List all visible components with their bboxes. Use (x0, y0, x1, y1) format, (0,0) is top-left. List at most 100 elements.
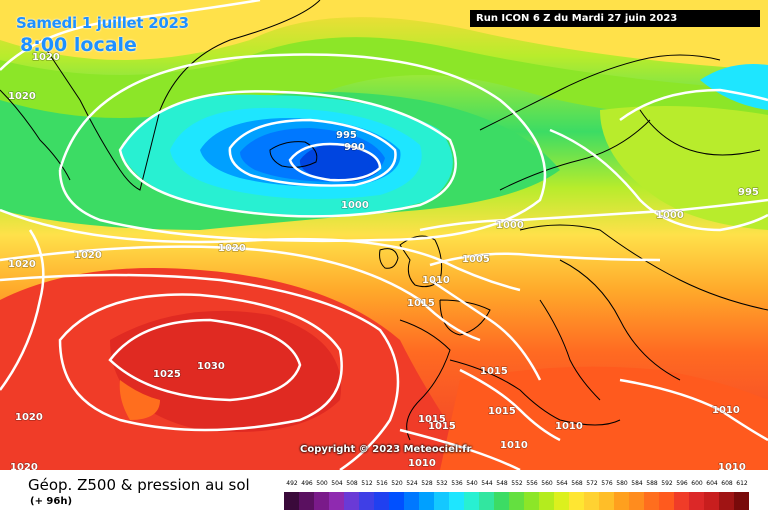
isobars (0, 0, 768, 470)
scale-label: 560 (541, 480, 553, 487)
color-swatch (449, 492, 464, 510)
scale-label: 572 (586, 480, 598, 487)
scale-label: 604 (706, 480, 718, 487)
isobar-value-label: 1015 (407, 298, 435, 309)
isobar-1010-east (619, 378, 768, 442)
isobar-value-label: 1010 (408, 458, 436, 469)
color-swatch (374, 492, 389, 510)
color-swatch (524, 492, 539, 510)
scale-label: 584 (631, 480, 643, 487)
scale-label: 532 (436, 480, 448, 487)
scale-label: 540 (466, 480, 478, 487)
color-scale-bar (284, 492, 749, 510)
color-swatch (299, 492, 314, 510)
isobar-value-label: 1010 (718, 462, 746, 470)
scale-label: 592 (661, 480, 673, 487)
isobar-value-label: 1010 (555, 421, 583, 432)
color-swatch (329, 492, 344, 510)
scale-label: 520 (391, 480, 403, 487)
isobar-value-label: 1020 (8, 259, 36, 270)
isobar-value-label: 1025 (153, 369, 181, 380)
isobar-value-label: 1020 (218, 243, 246, 254)
scale-label: 516 (376, 480, 388, 487)
isobar-1000-europe (419, 198, 768, 232)
color-swatch (419, 492, 434, 510)
scale-label: 524 (406, 480, 418, 487)
isobar-value-label: 1030 (197, 361, 225, 372)
color-swatch (284, 492, 299, 510)
isobar-value-label: 1005 (462, 254, 490, 265)
scale-label: 588 (646, 480, 658, 487)
isobar-990 (288, 142, 382, 182)
isobar-995 (228, 118, 397, 187)
isobar-1030 (108, 318, 302, 402)
color-swatch (629, 492, 644, 510)
isobar-value-label: 1020 (8, 91, 36, 102)
isobar-value-label: 1015 (488, 406, 516, 417)
color-swatch (434, 492, 449, 510)
map-product-title: Géop. Z500 & pression au sol (28, 476, 250, 494)
isobar-1015 (0, 245, 481, 342)
isobar-1025 (58, 293, 343, 432)
scale-label: 608 (721, 480, 733, 487)
scale-label: 548 (496, 480, 508, 487)
isobar-value-label: 1020 (15, 412, 43, 423)
color-swatch (494, 492, 509, 510)
scale-label: 504 (331, 480, 343, 487)
isobar-value-label: 1000 (496, 220, 524, 231)
color-swatch (389, 492, 404, 510)
isobar-value-label: 1020 (32, 52, 60, 63)
isobar-value-label: 1020 (10, 462, 38, 470)
isobar-1020-north (0, 0, 261, 71)
scale-label: 508 (346, 480, 358, 487)
color-swatch (404, 492, 419, 510)
color-swatch (659, 492, 674, 510)
color-swatch (509, 492, 524, 510)
low-label: 995 (738, 187, 759, 198)
color-swatch (539, 492, 554, 510)
isobar-value-label: 1010 (422, 275, 450, 286)
low-core (299, 144, 380, 182)
scale-label: 568 (571, 480, 583, 487)
isobar-value-label: 1000 (656, 210, 684, 221)
color-swatch (359, 492, 374, 510)
weather-map: 995 990 995 1020 1020 1020 1020 1020 102… (0, 0, 768, 470)
low-label: 990 (344, 142, 365, 153)
isobar-value-label: 1010 (500, 440, 528, 451)
scale-label: 556 (526, 480, 538, 487)
color-swatch (734, 492, 749, 510)
isobar-1010-central (429, 278, 542, 381)
color-swatch (644, 492, 659, 510)
isobar-1000-north (619, 88, 768, 122)
isobar-1015-south (399, 428, 521, 470)
high-core (110, 310, 342, 432)
isobar-1015-med (459, 368, 561, 442)
isobar-value-label: 1020 (74, 250, 102, 261)
isobar-1005-europe (429, 252, 661, 267)
color-swatch (344, 492, 359, 510)
scale-label: 536 (451, 480, 463, 487)
low-label: 995 (336, 130, 357, 141)
color-swatch (314, 492, 329, 510)
pressure-labels: 995 990 995 1020 1020 1020 1020 1020 102… (7, 51, 759, 470)
isobar-value-label: 1010 (712, 405, 740, 416)
scale-label: 512 (361, 480, 373, 487)
ne-cold-pool (700, 64, 768, 110)
isobar-value-label: 1015 (428, 421, 456, 432)
color-swatch (704, 492, 719, 510)
color-swatch (614, 492, 629, 510)
forecast-lead-time: (+ 96h) (30, 496, 73, 507)
isobar-value-label: 1015 (480, 366, 508, 377)
isobar-1005-low (58, 53, 547, 243)
scale-label: 564 (556, 480, 568, 487)
scale-label: 544 (481, 480, 493, 487)
isobar-1020 (0, 273, 400, 470)
coastlines (0, 0, 768, 441)
scale-label: 580 (616, 480, 628, 487)
scale-label: 492 (286, 480, 298, 487)
isobar-1010 (0, 208, 521, 292)
isobar-995-scandi (549, 128, 768, 232)
scale-label: 500 (316, 480, 328, 487)
copyright-notice: Copyright © 2023 Meteociel.fr (300, 444, 472, 455)
orange-patch (119, 380, 160, 420)
